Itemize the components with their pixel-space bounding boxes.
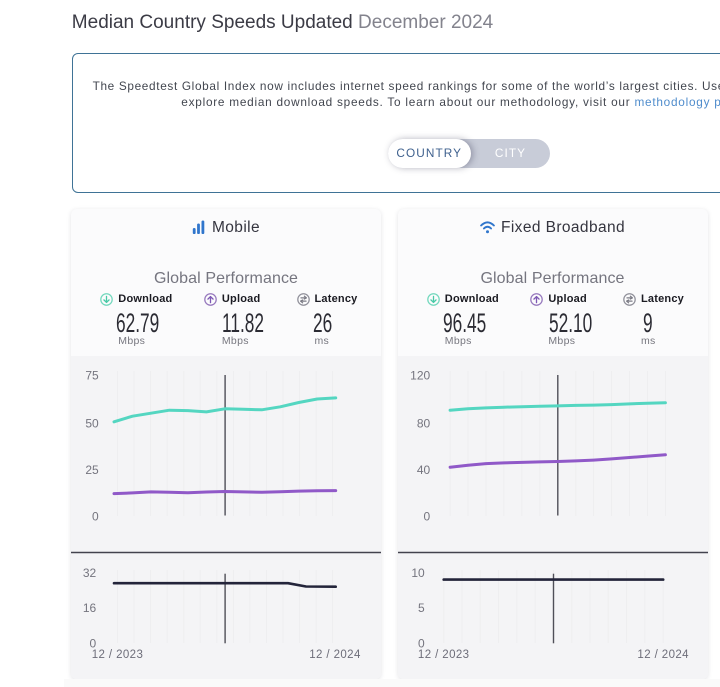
svg-text:25: 25 [85,463,99,477]
svg-text:16: 16 [83,601,97,615]
svg-text:12 / 2024: 12 / 2024 [637,649,689,661]
svg-text:120: 120 [410,368,430,382]
svg-text:75: 75 [85,368,99,382]
svg-text:12 / 2023: 12 / 2023 [92,649,144,661]
svg-text:80: 80 [416,416,430,430]
svg-text:12 / 2024: 12 / 2024 [309,649,361,661]
svg-text:0: 0 [90,636,97,650]
svg-text:32: 32 [83,566,97,580]
svg-text:5: 5 [418,601,425,615]
svg-text:0: 0 [418,636,425,650]
svg-text:10: 10 [411,566,425,580]
svg-text:40: 40 [416,463,430,477]
svg-text:0: 0 [423,509,430,523]
svg-text:50: 50 [85,416,99,430]
svg-text:12 / 2023: 12 / 2023 [417,649,469,661]
svg-text:0: 0 [92,509,99,523]
